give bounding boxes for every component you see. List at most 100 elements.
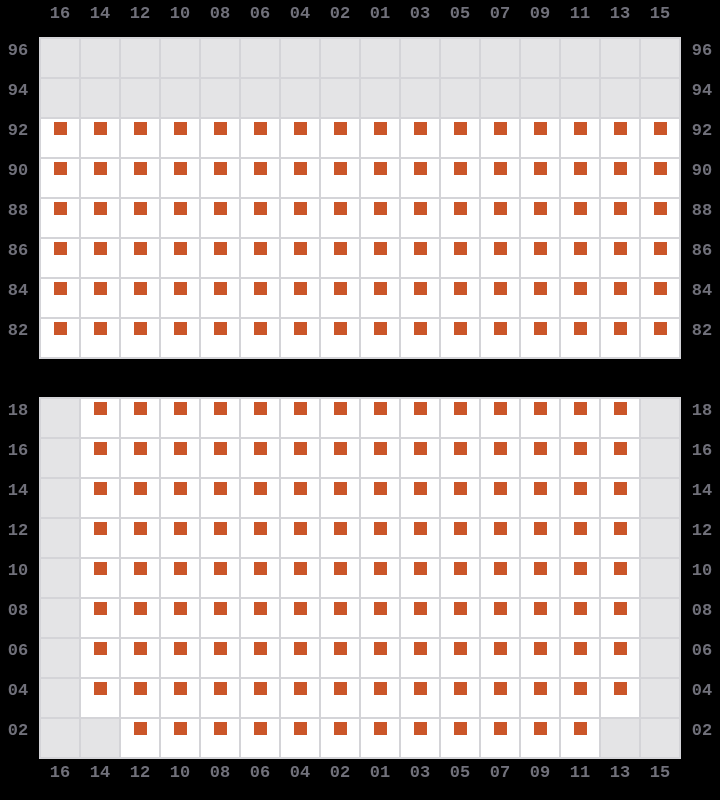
- seat-cell[interactable]: [161, 559, 199, 597]
- seat-cell[interactable]: [401, 599, 439, 637]
- seat-cell[interactable]: [401, 199, 439, 237]
- seat-cell[interactable]: [121, 679, 159, 717]
- seat-cell[interactable]: [121, 399, 159, 437]
- seat-cell[interactable]: [481, 519, 519, 557]
- seat-cell[interactable]: [441, 639, 479, 677]
- seat-cell[interactable]: [281, 439, 319, 477]
- seat-cell[interactable]: [281, 719, 319, 757]
- seat-cell[interactable]: [121, 159, 159, 197]
- seat-cell[interactable]: [441, 119, 479, 157]
- seat-cell[interactable]: [401, 239, 439, 277]
- seat-cell[interactable]: [201, 559, 239, 597]
- seat-cell[interactable]: [321, 319, 359, 357]
- seat-cell[interactable]: [81, 319, 119, 357]
- seat-cell[interactable]: [321, 159, 359, 197]
- seat-cell[interactable]: [281, 639, 319, 677]
- seat-cell[interactable]: [521, 679, 559, 717]
- seat-cell[interactable]: [441, 439, 479, 477]
- seat-cell[interactable]: [601, 319, 639, 357]
- seat-cell[interactable]: [361, 479, 399, 517]
- seat-cell[interactable]: [521, 559, 559, 597]
- seat-cell[interactable]: [481, 679, 519, 717]
- seat-cell[interactable]: [561, 399, 599, 437]
- seat-cell[interactable]: [481, 159, 519, 197]
- seat-cell[interactable]: [641, 319, 679, 357]
- seat-cell[interactable]: [601, 519, 639, 557]
- seat-cell[interactable]: [561, 319, 599, 357]
- seat-cell[interactable]: [81, 639, 119, 677]
- seat-cell[interactable]: [121, 559, 159, 597]
- seat-cell[interactable]: [601, 239, 639, 277]
- seat-cell[interactable]: [161, 439, 199, 477]
- seat-cell[interactable]: [641, 279, 679, 317]
- seat-cell[interactable]: [281, 679, 319, 717]
- seat-cell[interactable]: [441, 399, 479, 437]
- seat-cell[interactable]: [161, 399, 199, 437]
- seat-cell[interactable]: [121, 599, 159, 637]
- seat-cell[interactable]: [201, 599, 239, 637]
- seat-cell[interactable]: [241, 559, 279, 597]
- seat-cell[interactable]: [161, 639, 199, 677]
- seat-cell[interactable]: [361, 239, 399, 277]
- seat-cell[interactable]: [601, 439, 639, 477]
- seat-cell[interactable]: [641, 239, 679, 277]
- seat-cell[interactable]: [81, 239, 119, 277]
- seat-cell[interactable]: [361, 159, 399, 197]
- seat-cell[interactable]: [441, 239, 479, 277]
- seat-cell[interactable]: [401, 519, 439, 557]
- seat-cell[interactable]: [121, 719, 159, 757]
- seat-cell[interactable]: [401, 719, 439, 757]
- seat-cell[interactable]: [481, 199, 519, 237]
- seat-cell[interactable]: [41, 159, 79, 197]
- seat-cell[interactable]: [161, 519, 199, 557]
- seat-cell[interactable]: [361, 439, 399, 477]
- seat-cell[interactable]: [321, 679, 359, 717]
- seat-cell[interactable]: [201, 519, 239, 557]
- seat-cell[interactable]: [481, 639, 519, 677]
- seat-cell[interactable]: [561, 159, 599, 197]
- seat-cell[interactable]: [241, 159, 279, 197]
- seat-cell[interactable]: [521, 479, 559, 517]
- seat-cell[interactable]: [241, 319, 279, 357]
- seat-cell[interactable]: [521, 239, 559, 277]
- seat-cell[interactable]: [441, 679, 479, 717]
- seat-cell[interactable]: [481, 119, 519, 157]
- seat-cell[interactable]: [281, 239, 319, 277]
- seat-cell[interactable]: [521, 119, 559, 157]
- seat-cell[interactable]: [241, 679, 279, 717]
- seat-cell[interactable]: [561, 199, 599, 237]
- seat-cell[interactable]: [161, 599, 199, 637]
- seat-cell[interactable]: [321, 439, 359, 477]
- seat-cell[interactable]: [561, 599, 599, 637]
- seat-cell[interactable]: [201, 159, 239, 197]
- seat-cell[interactable]: [321, 399, 359, 437]
- seat-cell[interactable]: [361, 119, 399, 157]
- seat-cell[interactable]: [641, 119, 679, 157]
- seat-cell[interactable]: [561, 559, 599, 597]
- seat-cell[interactable]: [281, 479, 319, 517]
- seat-cell[interactable]: [201, 239, 239, 277]
- seat-cell[interactable]: [201, 439, 239, 477]
- seat-cell[interactable]: [121, 199, 159, 237]
- seat-cell[interactable]: [241, 599, 279, 637]
- seat-cell[interactable]: [201, 399, 239, 437]
- seat-cell[interactable]: [41, 239, 79, 277]
- seat-cell[interactable]: [441, 319, 479, 357]
- seat-cell[interactable]: [521, 639, 559, 677]
- seat-cell[interactable]: [321, 639, 359, 677]
- seat-cell[interactable]: [441, 519, 479, 557]
- seat-cell[interactable]: [361, 599, 399, 637]
- seat-cell[interactable]: [361, 319, 399, 357]
- seat-cell[interactable]: [641, 159, 679, 197]
- seat-cell[interactable]: [81, 159, 119, 197]
- seat-cell[interactable]: [321, 199, 359, 237]
- seat-cell[interactable]: [281, 159, 319, 197]
- seat-cell[interactable]: [361, 519, 399, 557]
- seat-cell[interactable]: [601, 199, 639, 237]
- seat-cell[interactable]: [401, 319, 439, 357]
- seat-cell[interactable]: [521, 599, 559, 637]
- seat-cell[interactable]: [161, 279, 199, 317]
- seat-cell[interactable]: [401, 439, 439, 477]
- seat-cell[interactable]: [481, 399, 519, 437]
- seat-cell[interactable]: [161, 679, 199, 717]
